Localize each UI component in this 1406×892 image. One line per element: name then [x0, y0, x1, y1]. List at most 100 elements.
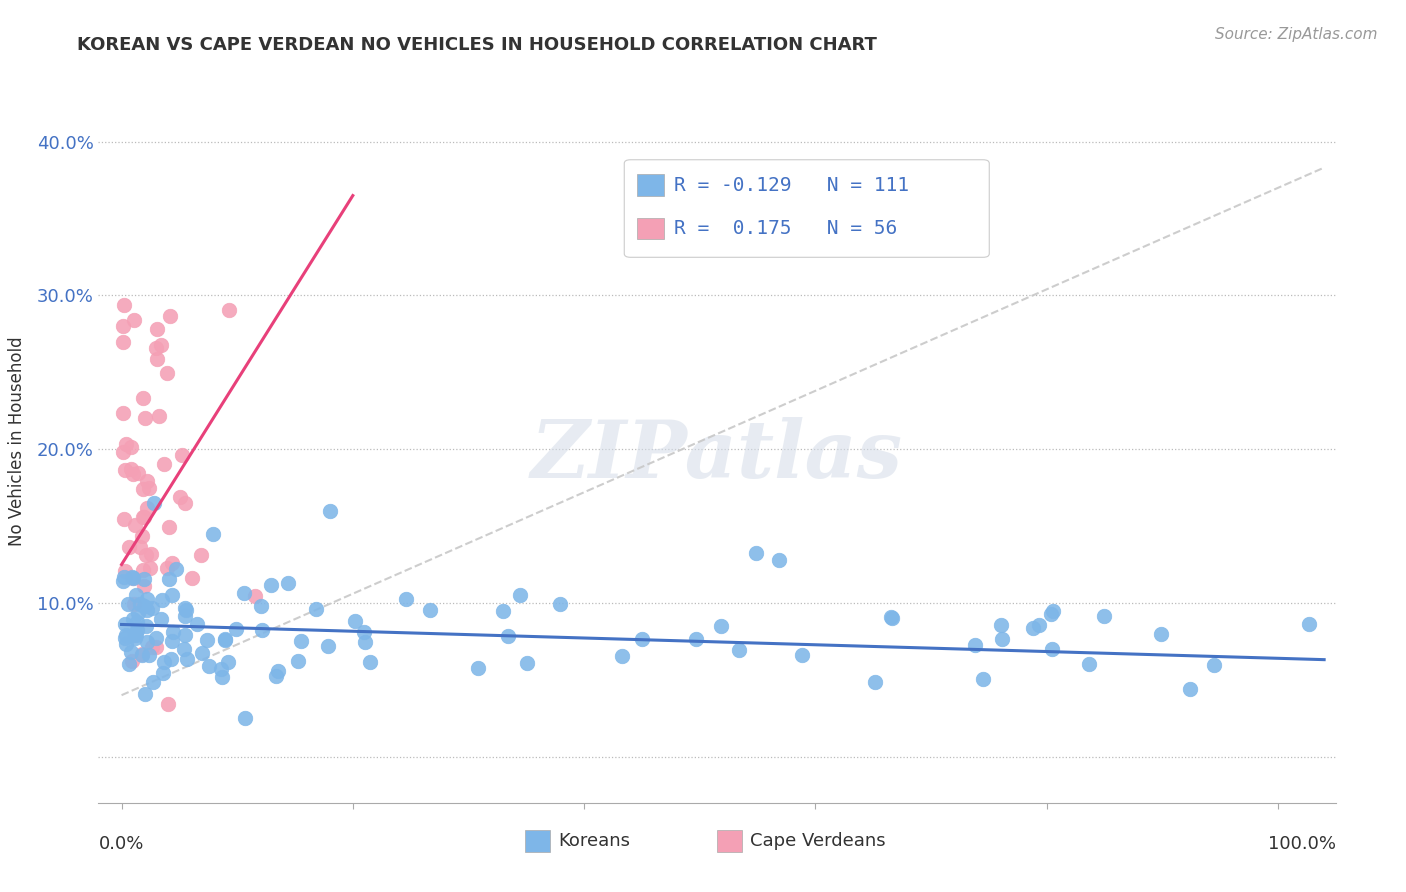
Point	[509, 588, 531, 602]
Point	[610, 649, 633, 664]
Point	[744, 546, 766, 560]
Point	[162, 588, 184, 602]
Point	[260, 577, 283, 591]
Point	[963, 638, 986, 652]
Point	[131, 482, 153, 496]
Point	[159, 309, 181, 323]
Point	[548, 597, 571, 611]
Point	[235, 711, 257, 725]
Y-axis label: No Vehicles in Household: No Vehicles in Household	[7, 336, 25, 547]
FancyBboxPatch shape	[717, 830, 742, 852]
Point	[121, 570, 143, 584]
Point	[173, 601, 195, 615]
Point	[181, 571, 204, 585]
Point	[124, 313, 146, 327]
Text: R = -0.129   N = 111: R = -0.129 N = 111	[673, 176, 908, 194]
Point	[121, 654, 143, 668]
Point	[287, 654, 309, 668]
Point	[135, 474, 157, 488]
Point	[145, 322, 167, 336]
Point	[467, 660, 489, 674]
Point	[353, 635, 375, 649]
Point	[496, 629, 519, 643]
Point	[225, 622, 247, 636]
Point	[141, 600, 163, 615]
Point	[131, 648, 153, 662]
Text: Cape Verdeans: Cape Verdeans	[751, 832, 886, 850]
Point	[394, 591, 416, 606]
Point	[264, 669, 287, 683]
Point	[1077, 657, 1099, 671]
Point	[152, 666, 174, 681]
Point	[217, 655, 239, 669]
Point	[115, 637, 138, 651]
Point	[124, 632, 146, 646]
Point	[1040, 607, 1063, 622]
Point	[136, 635, 159, 649]
Point	[142, 675, 165, 690]
Point	[290, 634, 312, 648]
Point	[132, 563, 155, 577]
Point	[160, 633, 183, 648]
Point	[122, 612, 145, 626]
Point	[516, 657, 538, 671]
Point	[145, 352, 167, 367]
Point	[685, 632, 707, 646]
Point	[972, 672, 994, 686]
Point	[176, 603, 198, 617]
Point	[1022, 622, 1045, 636]
Point	[114, 463, 136, 477]
Point	[138, 648, 160, 663]
Point	[132, 599, 155, 614]
Text: 100.0%: 100.0%	[1268, 835, 1336, 854]
Point	[710, 619, 733, 633]
Point	[117, 597, 139, 611]
FancyBboxPatch shape	[526, 830, 550, 852]
Point	[145, 341, 167, 355]
Point	[111, 406, 134, 420]
Point	[233, 586, 256, 600]
Point	[176, 651, 198, 665]
FancyBboxPatch shape	[624, 160, 990, 257]
Point	[114, 628, 136, 642]
Point	[112, 511, 135, 525]
Point	[880, 610, 903, 624]
Point	[136, 501, 159, 516]
Point	[152, 655, 174, 669]
Point	[114, 631, 136, 645]
Point	[149, 338, 172, 352]
Point	[344, 614, 367, 628]
Point	[267, 664, 290, 678]
Point	[1040, 642, 1063, 657]
Point	[1298, 616, 1320, 631]
Point	[134, 687, 156, 701]
Point	[138, 560, 160, 574]
Point	[353, 625, 375, 640]
Point	[134, 572, 156, 586]
Point	[117, 540, 139, 554]
Point	[250, 624, 273, 638]
Point	[111, 319, 134, 334]
Point	[111, 334, 134, 349]
Point	[121, 467, 143, 482]
Point	[118, 657, 141, 671]
Point	[125, 588, 148, 602]
Point	[159, 651, 181, 665]
Point	[135, 549, 157, 563]
Point	[419, 603, 441, 617]
Point	[141, 640, 163, 655]
Point	[990, 618, 1012, 632]
Point	[134, 510, 156, 524]
Point	[190, 548, 212, 562]
Point	[134, 619, 156, 633]
Point	[156, 697, 179, 711]
Point	[120, 440, 142, 454]
Point	[122, 572, 145, 586]
Point	[169, 490, 191, 504]
Point	[124, 628, 146, 642]
Point	[125, 624, 148, 638]
Point	[1202, 657, 1225, 672]
Point	[214, 633, 236, 648]
Point	[1028, 618, 1050, 632]
Point	[127, 607, 149, 621]
